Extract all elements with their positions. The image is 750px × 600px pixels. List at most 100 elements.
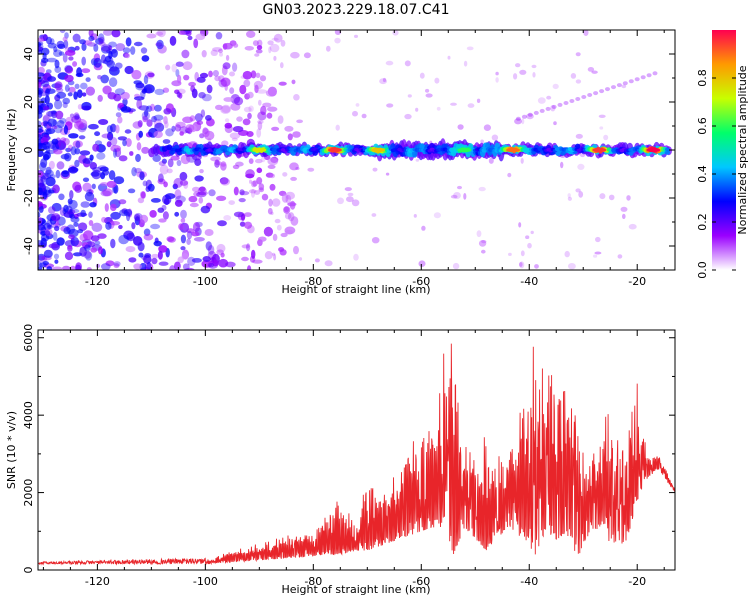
noise-blob bbox=[158, 261, 169, 266]
noise-blob bbox=[68, 133, 79, 139]
noise-blob bbox=[97, 75, 102, 80]
noise-blob bbox=[292, 131, 301, 138]
noise-blob bbox=[38, 216, 43, 226]
noise-blob bbox=[81, 101, 92, 111]
noise-blob bbox=[575, 188, 581, 193]
noise-blob bbox=[285, 191, 295, 200]
noise-blob bbox=[174, 199, 183, 207]
noise-blob bbox=[171, 63, 177, 73]
noise-blob bbox=[256, 128, 262, 138]
noise-blob bbox=[181, 49, 190, 59]
noise-blob bbox=[92, 143, 100, 152]
noise-blob bbox=[254, 158, 263, 164]
noise-blob bbox=[271, 126, 280, 131]
colorbar-tick-label: 0.2 bbox=[696, 213, 709, 231]
noise-blob bbox=[231, 137, 238, 142]
noise-blob bbox=[622, 213, 626, 219]
spectrogram-x-tick-label: -40 bbox=[520, 275, 538, 288]
noise-blob bbox=[186, 238, 191, 245]
noise-blob bbox=[385, 60, 394, 66]
noise-blob bbox=[214, 159, 220, 168]
noise-blob bbox=[481, 249, 486, 254]
noise-blob bbox=[382, 77, 387, 83]
noise-blob bbox=[54, 59, 60, 69]
noise-blob bbox=[125, 138, 132, 147]
noise-blob bbox=[53, 253, 60, 260]
noise-blob bbox=[45, 166, 52, 175]
noise-blob bbox=[174, 211, 180, 217]
noise-blob bbox=[220, 161, 227, 171]
snr-x-tick-label: -20 bbox=[628, 575, 646, 588]
noise-blob bbox=[463, 60, 468, 67]
noise-blob bbox=[81, 56, 86, 66]
noise-blob bbox=[225, 261, 236, 268]
noise-blob bbox=[553, 121, 557, 126]
noise-blob bbox=[178, 223, 184, 231]
harmonic-blob bbox=[515, 116, 521, 121]
noise-blob bbox=[64, 251, 74, 261]
noise-blob bbox=[51, 213, 61, 222]
noise-blob bbox=[425, 93, 433, 98]
noise-blob bbox=[133, 263, 142, 270]
noise-blob bbox=[88, 123, 99, 130]
noise-blob bbox=[239, 191, 250, 196]
noise-blob bbox=[198, 186, 206, 192]
noise-blob bbox=[38, 205, 44, 213]
noise-blob bbox=[131, 69, 142, 80]
noise-blob bbox=[520, 157, 524, 164]
noise-blob bbox=[191, 258, 202, 263]
noise-blob bbox=[91, 183, 96, 190]
noise-blob bbox=[63, 227, 71, 235]
noise-blob bbox=[98, 246, 103, 255]
noise-blob bbox=[54, 225, 60, 232]
noise-blob bbox=[193, 237, 205, 242]
noise-blob bbox=[223, 215, 232, 221]
noise-blob bbox=[82, 177, 90, 183]
noise-blob bbox=[62, 265, 71, 270]
noise-blob bbox=[100, 44, 112, 52]
noise-blob bbox=[108, 77, 118, 88]
noise-blob bbox=[129, 151, 134, 156]
noise-blob bbox=[238, 198, 246, 203]
harmonic-blob bbox=[587, 93, 593, 97]
noise-blob bbox=[134, 214, 141, 221]
noise-blob bbox=[82, 182, 92, 192]
noise-blob bbox=[139, 171, 145, 181]
noise-blob bbox=[42, 154, 50, 161]
noise-blob bbox=[265, 89, 277, 97]
noise-blob bbox=[199, 72, 209, 79]
noise-blob bbox=[236, 116, 243, 122]
noise-blob bbox=[140, 47, 148, 54]
snr-y-tick-label: 4000 bbox=[22, 401, 35, 429]
noise-blob bbox=[594, 251, 602, 255]
noise-blob bbox=[171, 125, 176, 132]
noise-blob bbox=[232, 164, 240, 170]
noise-blob bbox=[77, 89, 83, 98]
spectrogram-panel: -120 -100 -80 -60 -40 -20 -40 -20 0 20 40 Height o… bbox=[5, 29, 676, 296]
noise-blob bbox=[150, 198, 161, 203]
noise-blob bbox=[193, 38, 199, 49]
noise-blob bbox=[135, 82, 145, 89]
noise-blob bbox=[204, 229, 214, 236]
noise-blob bbox=[463, 193, 467, 200]
spectrogram-y-tick-label: -20 bbox=[22, 189, 35, 207]
signal-peak bbox=[457, 147, 472, 153]
noise-blob bbox=[216, 243, 226, 253]
noise-blob bbox=[43, 106, 50, 111]
noise-blob bbox=[495, 71, 499, 76]
noise-blob bbox=[174, 124, 181, 132]
noise-blob bbox=[137, 120, 143, 128]
noise-blob bbox=[38, 240, 44, 247]
noise-blob bbox=[255, 72, 261, 79]
noise-blob bbox=[626, 195, 631, 201]
noise-blob bbox=[181, 253, 189, 260]
noise-blob bbox=[82, 157, 93, 164]
signal-band bbox=[166, 144, 173, 151]
noise-blob bbox=[351, 199, 360, 207]
noise-blob bbox=[133, 41, 143, 47]
noise-blob bbox=[253, 190, 261, 195]
noise-blob bbox=[128, 257, 137, 263]
noise-blob bbox=[150, 223, 161, 230]
harmonic-blob bbox=[646, 73, 652, 78]
noise-blob bbox=[239, 221, 246, 227]
